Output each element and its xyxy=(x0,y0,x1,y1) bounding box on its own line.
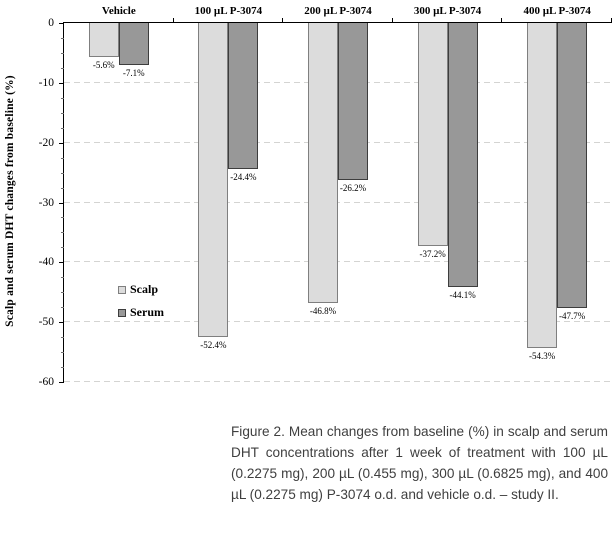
scalp-bar xyxy=(307,23,338,304)
dose-group: 400 µL P-3074 -54.3% -47.7% xyxy=(502,5,612,382)
y-axis-tick-label: -10 xyxy=(38,76,54,89)
y-axis-tick-label: -30 xyxy=(38,196,54,209)
x-axis-boundary-tick xyxy=(172,18,174,23)
dht-bar-chart: Scalp and serum DHT changes from baselin… xyxy=(4,5,612,388)
group-label: Vehicle xyxy=(101,5,136,17)
scalp-bar xyxy=(88,23,119,57)
y-axis-minor-tick xyxy=(61,112,64,114)
y-axis-minor-tick xyxy=(61,127,64,129)
serum-legend-swatch xyxy=(118,308,126,317)
figure-caption: Figure 2. Mean changes from baseline (%)… xyxy=(231,424,608,502)
group-label: 100 µL P-3074 xyxy=(194,5,263,17)
y-axis-tick-label: 0 xyxy=(48,17,54,29)
serum-bar xyxy=(557,23,588,309)
y-axis-minor-tick xyxy=(61,277,64,279)
bar-column: -7.1% xyxy=(118,23,149,79)
y-axis-minor-tick xyxy=(61,172,64,174)
y-axis-minor-tick xyxy=(61,352,64,354)
bar-column: -47.7% xyxy=(557,23,588,322)
y-axis-major-tick xyxy=(59,262,64,264)
serum-bar xyxy=(228,23,259,169)
x-axis-boundary-tick xyxy=(282,18,284,23)
serum-bar xyxy=(118,23,149,66)
plot-area: 0 -10 -20 -30 -40 -50 -60 Vehicle -5.6% -7.1% 100 … xyxy=(39,5,612,388)
y-axis-minor-tick xyxy=(61,247,64,249)
group-label: 200 µL P-3074 xyxy=(304,5,372,17)
bar-value-label: -46.8% xyxy=(309,306,337,317)
bar-value-label: -44.1% xyxy=(449,289,476,300)
y-axis-major-tick xyxy=(59,322,64,324)
gridline xyxy=(64,201,612,203)
serum-bar xyxy=(337,23,368,180)
bar-column: -26.2% xyxy=(337,23,368,193)
y-axis-tick-label: -20 xyxy=(38,136,54,149)
y-axis-minor-tick xyxy=(61,367,64,369)
bar-value-label: -5.6% xyxy=(92,59,115,70)
scalp-legend-swatch xyxy=(118,285,126,294)
y-axis-major-tick xyxy=(59,82,64,84)
dose-group: Vehicle -5.6% -7.1% xyxy=(64,5,174,382)
y-axis-tick-label: -40 xyxy=(38,256,54,269)
gridline xyxy=(64,261,612,263)
legend-label: Scalp xyxy=(130,282,159,296)
dose-group: 200 µL P-3074 -46.8% -26.2% xyxy=(283,5,393,382)
y-axis-minor-tick xyxy=(61,232,64,234)
y-axis-major-tick xyxy=(59,23,64,24)
bar-value-label: -47.7% xyxy=(559,311,586,322)
y-axis-minor-tick xyxy=(61,52,64,54)
y-axis-minor-tick xyxy=(61,337,64,339)
bar-value-label: -24.4% xyxy=(230,171,257,182)
y-axis-minor-tick xyxy=(61,97,64,99)
chart-legend: Scalp Serum xyxy=(118,282,164,328)
x-axis-boundary-tick xyxy=(501,18,503,23)
bar-column: -44.1% xyxy=(447,23,478,300)
bar-value-label: -54.3% xyxy=(529,350,556,361)
legend-entry: Serum xyxy=(118,305,164,320)
group-label: 400 µL P-3074 xyxy=(523,5,591,17)
legend-label: Serum xyxy=(130,305,164,319)
y-axis-minor-tick xyxy=(61,67,64,69)
dose-group: 100 µL P-3074 -52.4% -24.4% xyxy=(174,5,284,382)
y-axis-minor-tick xyxy=(61,157,64,159)
y-axis-tick-label: -60 xyxy=(38,376,54,388)
bar-column: -46.8% xyxy=(307,23,338,317)
y-axis-major-tick xyxy=(59,202,64,204)
scalp-bar xyxy=(417,23,448,246)
bar-column: -5.6% xyxy=(88,23,119,70)
legend-entry: Scalp xyxy=(118,282,164,297)
bar-value-label: -52.4% xyxy=(200,339,227,350)
y-axis-minor-tick xyxy=(61,37,64,39)
y-axis-major-tick xyxy=(59,382,64,383)
bar-value-label: -7.1% xyxy=(122,68,145,79)
y-axis-minor-tick xyxy=(61,187,64,189)
x-axis-boundary-tick xyxy=(391,18,393,23)
y-axis-major-tick xyxy=(59,142,64,144)
bar-column: -54.3% xyxy=(527,23,558,361)
y-axis-minor-tick xyxy=(61,307,64,309)
group-label: 300 µL P-3074 xyxy=(413,5,482,17)
bar-value-label: -26.2% xyxy=(339,182,367,193)
gridline xyxy=(64,321,612,323)
scalp-bar xyxy=(198,23,229,337)
y-axis-minor-tick xyxy=(61,292,64,294)
bar-column: -24.4% xyxy=(228,23,259,182)
bar-column: -52.4% xyxy=(198,23,229,350)
dose-group: 300 µL P-3074 -37.2% -44.1% xyxy=(393,5,503,382)
gridline xyxy=(64,381,612,382)
bar-value-label: -37.2% xyxy=(419,248,446,259)
y-axis-minor-tick xyxy=(61,217,64,219)
x-axis-boundary-tick xyxy=(611,18,612,23)
y-axis-title: Scalp and serum DHT changes from baselin… xyxy=(4,75,16,327)
serum-bar xyxy=(447,23,478,287)
scalp-bar xyxy=(527,23,558,348)
y-axis-tick-label: -50 xyxy=(38,316,54,329)
bar-column: -37.2% xyxy=(417,23,448,259)
